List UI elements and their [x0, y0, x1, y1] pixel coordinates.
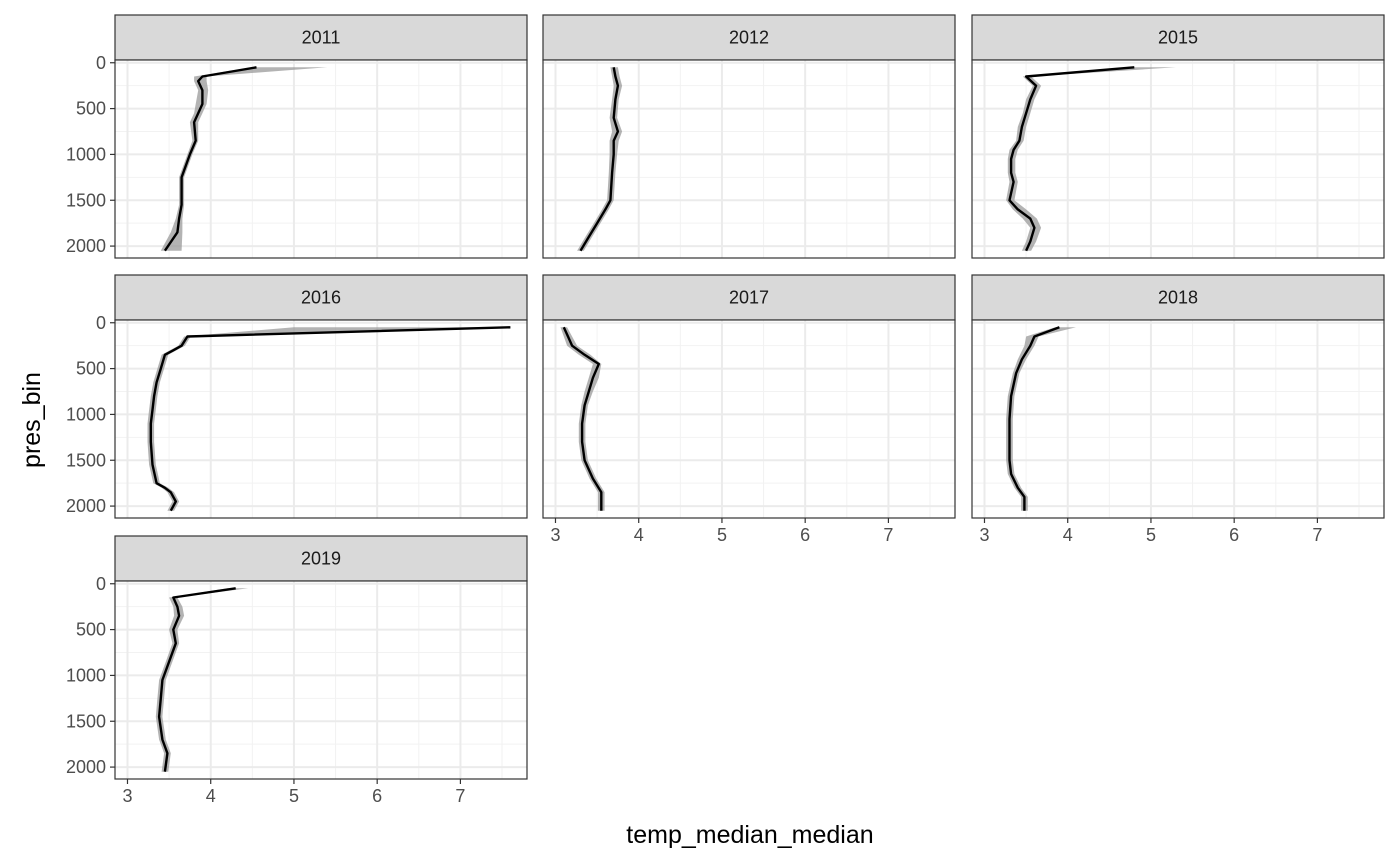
y-tick-label: 1000 — [66, 404, 106, 424]
panel-2019-series-line — [157, 587, 236, 772]
panel-2015-series-line — [1008, 66, 1135, 252]
x-tick-label: 5 — [1146, 525, 1156, 545]
y-axis-title: pres_bin — [18, 372, 46, 468]
panel-2011-ribbon — [160, 67, 328, 251]
y-tick-label: 500 — [76, 99, 106, 119]
panel-2018-grid — [972, 320, 1384, 518]
panel-2011-series-line — [163, 66, 257, 252]
panel-2011-background — [115, 60, 527, 258]
panel-2015-grid — [972, 60, 1384, 258]
x-tick-label: 5 — [717, 525, 727, 545]
y-tick-label: 500 — [76, 620, 106, 640]
panel-2018-border — [971, 319, 1385, 519]
panel-2016: 2016 0 500 1000 1500 2000 — [66, 274, 528, 519]
y-tick-label: 1500 — [66, 450, 106, 470]
y-tick-label: 1500 — [66, 190, 106, 210]
panel-2012-strip-label: 2012 — [729, 28, 769, 48]
panel-2016-background — [115, 320, 527, 518]
y-tick-label: 2000 — [66, 236, 106, 256]
y-tick-label: 1000 — [66, 665, 106, 685]
panel-2015-strip — [971, 14, 1385, 61]
panel-2015-strip-label: 2015 — [1158, 28, 1198, 48]
panel-2011: 2011 0 500 1000 1500 2000 — [66, 14, 528, 259]
x-tick-label: 3 — [122, 786, 132, 806]
panel-2017: 2017 3 4 5 6 7 — [542, 274, 956, 545]
panel-2017-plot-area — [560, 326, 605, 511]
panel-2018: 2018 3 4 5 6 7 — [971, 274, 1385, 545]
x-tick-label: 7 — [1312, 525, 1322, 545]
panel-2017-series-line — [562, 326, 603, 511]
panel-2011-strip — [114, 14, 528, 61]
panel-2019-strip — [114, 535, 528, 582]
panel-2016-strip — [114, 274, 528, 321]
x-tick-label: 5 — [289, 786, 299, 806]
panel-2017-background — [543, 320, 955, 518]
panel-2016-ribbon — [147, 327, 507, 511]
x-tick-label: 4 — [206, 786, 216, 806]
panel-2018-plot-area — [1006, 326, 1076, 511]
panel-2011-plot-area — [160, 66, 328, 252]
panel-2017-strip — [542, 274, 956, 321]
x-tick-label: 3 — [979, 525, 989, 545]
panel-2012-series-line — [579, 67, 620, 252]
y-tick-label: 2000 — [66, 757, 106, 777]
panel-2012-plot-area — [577, 67, 623, 252]
panel-2019: 2019 0 500 1000 1500 2000 3 4 5 6 7 — [66, 535, 528, 806]
y-tick-label: 0 — [96, 313, 106, 333]
panel-2016-grid — [115, 320, 527, 518]
panel-2019-border — [114, 580, 528, 780]
panel-2016-border — [114, 319, 528, 519]
y-tick-label: 0 — [96, 53, 106, 73]
x-tick-label: 7 — [883, 525, 893, 545]
panel-2018-strip-label: 2018 — [1158, 288, 1198, 308]
x-tick-label: 6 — [800, 525, 810, 545]
x-tick-label: 4 — [1063, 525, 1073, 545]
panel-2012-strip — [542, 14, 956, 61]
x-tick-label: 6 — [1229, 525, 1239, 545]
panel-2016-series-line — [149, 326, 511, 512]
panel-2019-grid — [115, 581, 527, 779]
y-tick-label: 2000 — [66, 496, 106, 516]
panel-2012: 2012 — [542, 14, 956, 259]
y-tick-label: 1500 — [66, 711, 106, 731]
x-tick-label: 7 — [455, 786, 465, 806]
panel-2012-background — [543, 60, 955, 258]
panel-2015-plot-area — [1006, 66, 1176, 252]
panel-2017-grid — [543, 320, 955, 518]
panel-2012-border — [542, 59, 956, 259]
panel-2016-plot-area — [147, 326, 511, 512]
y-tick-label: 0 — [96, 574, 106, 594]
panel-2017-strip-label: 2017 — [729, 288, 769, 308]
panel-2012-ribbon — [577, 67, 623, 251]
x-tick-label: 3 — [550, 525, 560, 545]
panel-2015: 2015 — [971, 14, 1385, 259]
panel-2011-border — [114, 59, 528, 259]
panel-2015-background — [972, 60, 1384, 258]
x-tick-label: 4 — [634, 525, 644, 545]
panel-2017-border — [542, 319, 956, 519]
panel-2018-series-line — [1008, 326, 1060, 511]
x-tick-label: 6 — [372, 786, 382, 806]
panel-2019-plot-area — [155, 587, 249, 772]
y-tick-label: 500 — [76, 359, 106, 379]
panel-2018-background — [972, 320, 1384, 518]
panel-2016-strip-label: 2016 — [301, 288, 341, 308]
panels: 2011 0 500 1000 1500 2000 2012 2015 2016 0 500 1000… — [66, 14, 1385, 806]
x-axis-title: temp_median_median — [626, 821, 873, 849]
panel-2019-strip-label: 2019 — [301, 549, 341, 569]
panel-2011-strip-label: 2011 — [302, 28, 341, 48]
panel-2019-ribbon — [155, 588, 249, 772]
panel-2015-border — [971, 59, 1385, 259]
y-tick-label: 1000 — [66, 144, 106, 164]
